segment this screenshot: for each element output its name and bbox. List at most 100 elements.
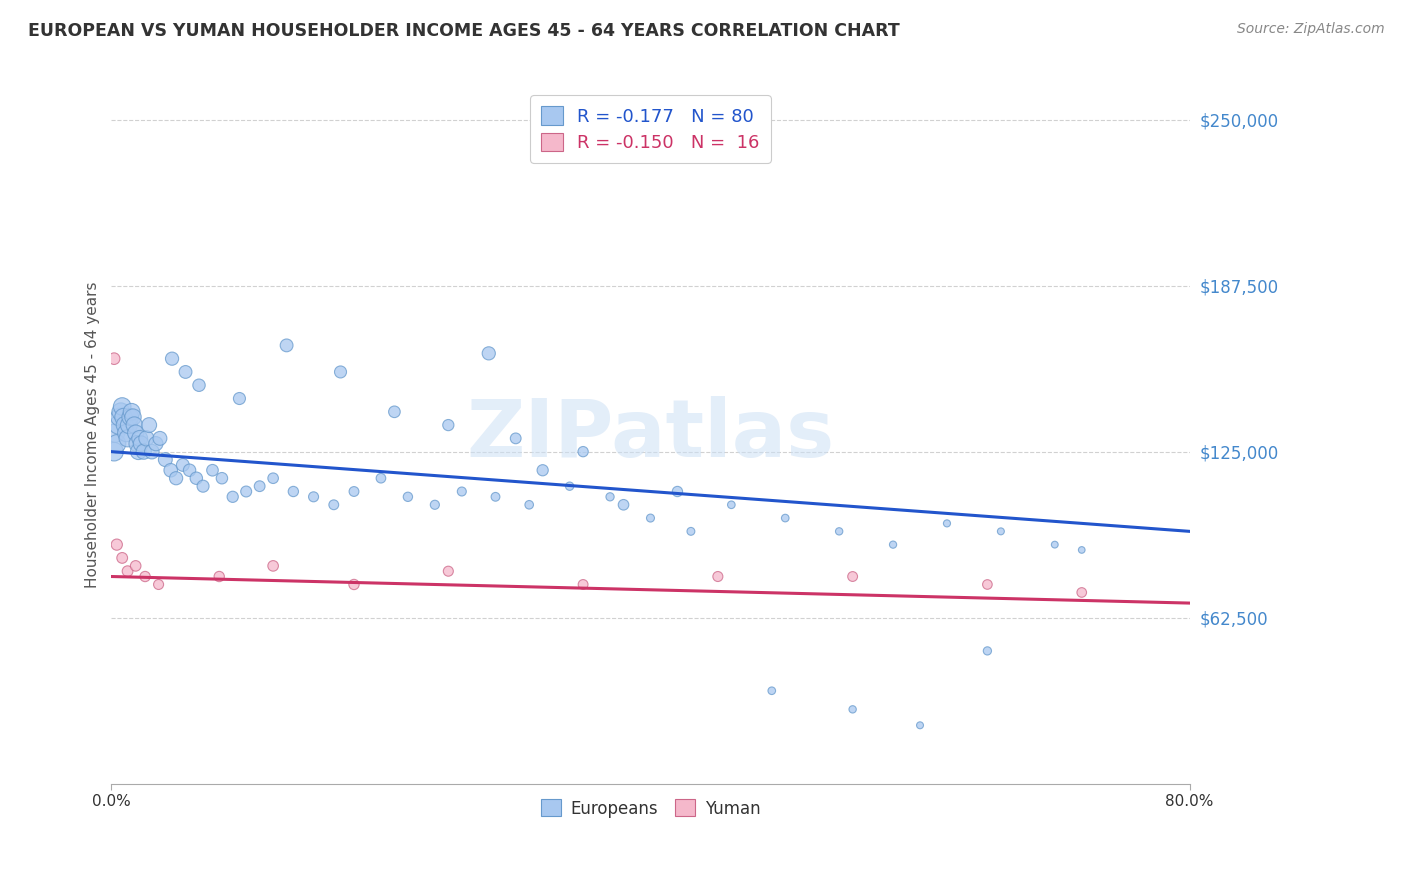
Point (640, 511, 662, 525)
Point (120, 410, 142, 425)
Point (437, 564, 460, 578)
Point (517, 498, 540, 512)
Point (145, 436, 167, 450)
Point (160, 351, 183, 366)
Point (105, 436, 128, 450)
Y-axis label: Householder Income Ages 45 - 64 years: Householder Income Ages 45 - 64 years (86, 282, 100, 589)
Point (115, 425, 138, 440)
Text: ZIPatlas: ZIPatlas (467, 396, 835, 474)
Point (262, 471, 284, 485)
Point (172, 458, 194, 472)
Point (134, 569, 156, 583)
Point (370, 471, 392, 485)
Point (148, 577, 170, 591)
Point (1070, 585, 1092, 599)
Point (111, 400, 134, 414)
Point (124, 418, 146, 433)
Point (149, 431, 172, 445)
Point (249, 479, 271, 493)
Point (141, 444, 163, 458)
Point (208, 569, 231, 583)
Point (222, 490, 245, 504)
Point (186, 471, 208, 485)
Point (384, 405, 406, 419)
Point (128, 431, 150, 445)
Point (262, 558, 284, 573)
Point (936, 516, 959, 531)
Point (990, 524, 1012, 539)
Point (761, 683, 783, 698)
Point (114, 418, 136, 433)
Point (110, 405, 132, 419)
Point (505, 431, 527, 445)
Point (117, 564, 139, 578)
Point (228, 392, 250, 406)
Point (159, 463, 181, 477)
Point (484, 490, 506, 504)
Point (124, 425, 146, 440)
Point (841, 569, 863, 583)
Point (707, 569, 730, 583)
Point (201, 463, 224, 477)
Point (599, 490, 621, 504)
Point (1043, 538, 1066, 552)
Point (329, 365, 352, 379)
Point (276, 338, 298, 352)
Point (572, 444, 595, 458)
Point (908, 718, 931, 732)
Point (111, 550, 134, 565)
Point (882, 538, 904, 552)
Point (118, 418, 141, 433)
Point (179, 463, 201, 477)
Point (121, 405, 143, 419)
Point (105, 538, 128, 552)
Point (108, 410, 131, 425)
Point (976, 577, 998, 591)
Point (103, 351, 125, 366)
Point (112, 410, 135, 425)
Point (302, 490, 325, 504)
Point (558, 479, 581, 493)
Point (437, 418, 460, 433)
Point (211, 471, 233, 485)
Point (283, 484, 305, 499)
Point (235, 484, 257, 499)
Text: Source: ZipAtlas.com: Source: ZipAtlas.com (1237, 22, 1385, 37)
Point (165, 471, 187, 485)
Point (138, 418, 160, 433)
Point (127, 444, 149, 458)
Point (343, 577, 366, 591)
Point (976, 644, 998, 658)
Point (478, 346, 501, 360)
Point (720, 498, 742, 512)
Point (107, 418, 129, 433)
Point (612, 498, 634, 512)
Point (572, 577, 595, 591)
Point (132, 444, 155, 458)
Point (174, 365, 197, 379)
Point (1070, 543, 1092, 558)
Point (423, 498, 446, 512)
Text: EUROPEAN VS YUMAN HOUSEHOLDER INCOME AGES 45 - 64 YEARS CORRELATION CHART: EUROPEAN VS YUMAN HOUSEHOLDER INCOME AGE… (28, 22, 900, 40)
Point (773, 511, 796, 525)
Point (191, 479, 214, 493)
Point (343, 484, 366, 499)
Point (104, 425, 127, 440)
Point (155, 452, 177, 467)
Point (188, 378, 211, 392)
Legend: Europeans, Yuman: Europeans, Yuman (534, 793, 768, 824)
Point (841, 702, 863, 716)
Point (666, 484, 689, 499)
Point (450, 484, 472, 499)
Point (125, 436, 148, 450)
Point (122, 410, 145, 425)
Point (129, 436, 152, 450)
Point (396, 490, 419, 504)
Point (117, 431, 139, 445)
Point (531, 463, 554, 477)
Point (135, 431, 157, 445)
Point (679, 524, 702, 539)
Point (322, 498, 344, 512)
Point (828, 524, 851, 539)
Point (124, 558, 146, 573)
